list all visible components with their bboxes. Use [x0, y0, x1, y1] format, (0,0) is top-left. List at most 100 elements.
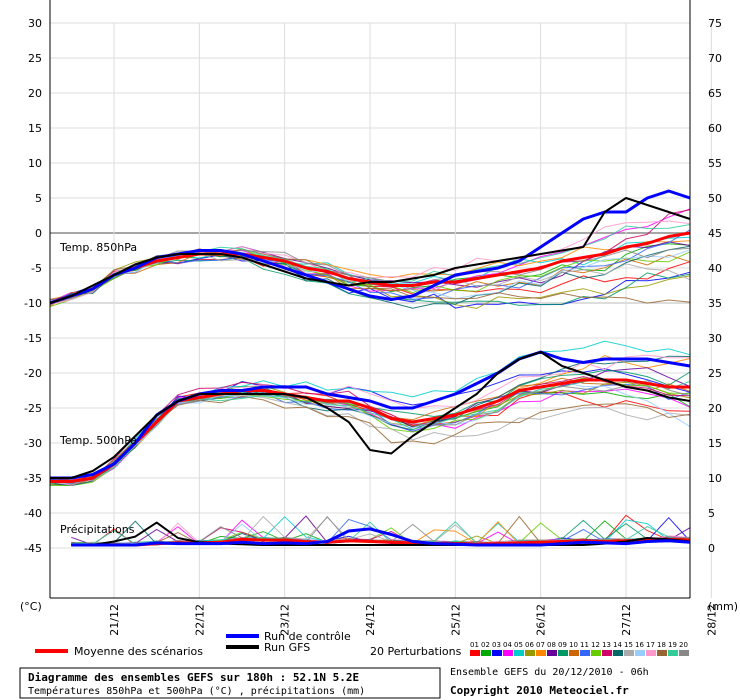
perturbation-swatch — [668, 650, 678, 656]
perturbation-swatches: 01 02 03 04 05 06 07 08 09 10 11 12 13 14 15 16 17 18 19 20 — [470, 641, 689, 656]
y-right-tick: 35 — [708, 297, 722, 310]
series-line — [50, 351, 691, 479]
ensemble-run-label: Ensemble GEFS du 20/12/2010 - 06h — [450, 667, 649, 678]
legend-gfs-label: Run GFS — [264, 641, 310, 654]
y-left-tick: -5 — [31, 262, 42, 275]
perturbation-number: 11 — [580, 641, 589, 649]
legend-control-label: Run de contrôle — [264, 630, 351, 643]
y-left-tick: -20 — [24, 367, 42, 380]
main-series — [49, 189, 691, 547]
series-line — [49, 197, 691, 304]
y-right-tick: 25 — [708, 367, 722, 380]
y-left-tick: 20 — [28, 87, 42, 100]
y-right-tick: 45 — [708, 227, 722, 240]
perturbation-number: 17 — [646, 641, 655, 649]
legend-mean-label: Moyenne des scénarios — [74, 645, 203, 658]
perturbation-number: 20 — [679, 641, 688, 649]
perturbation-swatch — [591, 650, 601, 656]
perturbation-number: 12 — [591, 641, 600, 649]
y-left-tick: -35 — [24, 472, 42, 485]
perturbation-swatch — [635, 650, 645, 656]
perturbation-swatch — [503, 650, 513, 656]
chart-title: Diagramme des ensembles GEFS sur 180h : … — [28, 671, 359, 684]
y-left-tick: 25 — [28, 52, 42, 65]
perturbation-swatch — [602, 650, 612, 656]
perturbation-number: 13 — [602, 641, 611, 649]
y-left-tick: 15 — [28, 122, 42, 135]
copyright-label: Copyright 2010 Meteociel.fr — [450, 684, 629, 697]
perturbation-swatch — [569, 650, 579, 656]
perturbation-number: 05 — [514, 641, 523, 649]
panel-label-500: Temp. 500hPa — [59, 434, 137, 447]
y-left-tick: -45 — [24, 542, 42, 555]
series-line — [50, 378, 690, 483]
y-left-tick: 5 — [35, 192, 42, 205]
perturbation-swatch — [470, 650, 480, 656]
perturbation-number: 04 — [503, 641, 512, 649]
perturbation-line — [49, 248, 691, 305]
y-right-tick: 30 — [708, 332, 722, 345]
perturbation-number: 03 — [492, 641, 501, 649]
y-left-tick: -40 — [24, 507, 42, 520]
y-left-tick: -30 — [24, 437, 42, 450]
perturbation-number: 06 — [525, 641, 534, 649]
perturbation-swatch — [536, 650, 546, 656]
x-tick-label: 22/12 — [193, 604, 206, 636]
y-right-tick: 60 — [708, 122, 722, 135]
y-right-tick: 75 — [708, 17, 722, 30]
y-right-tick: 5 — [708, 507, 715, 520]
perturbation-number: 02 — [481, 641, 490, 649]
right-unit-label: (mm) — [708, 600, 738, 613]
perturbation-number: 15 — [624, 641, 633, 649]
left-unit-label: (°C) — [20, 600, 42, 613]
y-right-tick: 0 — [708, 542, 715, 555]
perturbation-swatch — [481, 650, 491, 656]
chart-subtitle: Températures 850hPa et 500hPa (°C) , pré… — [28, 685, 365, 697]
x-tick-label: 28/12 — [705, 604, 718, 636]
legend-perturbations-label: 20 Perturbations — [370, 645, 462, 658]
y-right-tick: 50 — [708, 192, 722, 205]
perturbation-number: 16 — [635, 641, 644, 649]
y-left-tick: 10 — [28, 157, 42, 170]
x-tick-label: 21/12 — [108, 604, 121, 636]
perturbation-swatch — [646, 650, 656, 656]
perturbation-swatch — [657, 650, 667, 656]
y-left-tick: -25 — [24, 402, 42, 415]
series-line — [71, 527, 691, 547]
y-right-tick: 15 — [708, 437, 722, 450]
perturbation-number: 08 — [547, 641, 556, 649]
perturbation-number: 09 — [558, 641, 567, 649]
y-left-tick: 30 — [28, 17, 42, 30]
y-right-tick: 55 — [708, 157, 722, 170]
y-right-tick: 65 — [708, 87, 722, 100]
perturbation-number: 10 — [569, 641, 578, 649]
y-left-tick: 0 — [35, 227, 42, 240]
x-tick-label: 27/12 — [620, 604, 633, 636]
perturbation-number: 18 — [657, 641, 666, 649]
perturbation-number: 14 — [613, 641, 622, 649]
perturbation-swatch — [492, 650, 502, 656]
panel-label-precip: Précipitations — [60, 523, 135, 536]
y-right-tick: 20 — [708, 402, 722, 415]
y-left-tick: -15 — [24, 332, 42, 345]
perturbation-swatch — [580, 650, 590, 656]
perturbation-line — [49, 380, 691, 485]
x-tick-label: 26/12 — [535, 604, 548, 636]
y-right-tick: 70 — [708, 52, 722, 65]
perturbation-swatch — [547, 650, 557, 656]
perturbation-line — [49, 381, 691, 485]
perturbation-number: 19 — [668, 641, 677, 649]
title-box — [19, 667, 441, 699]
perturbation-swatch — [613, 650, 623, 656]
perturbation-swatch — [558, 650, 568, 656]
perturbation-swatch — [679, 650, 689, 656]
panel-label-850: Temp. 850hPa — [59, 241, 137, 254]
perturbation-swatch — [514, 650, 524, 656]
series-line — [71, 521, 691, 546]
perturbation-swatch — [525, 650, 535, 656]
perturbation-number: 07 — [536, 641, 545, 649]
y-left-tick: -10 — [24, 297, 42, 310]
x-tick-label: 25/12 — [449, 604, 462, 636]
